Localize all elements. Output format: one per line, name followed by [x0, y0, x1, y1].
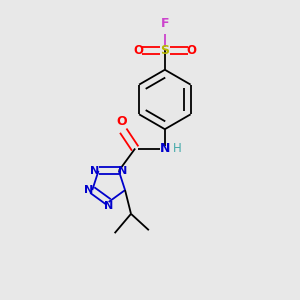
- Text: O: O: [116, 115, 127, 128]
- Text: N: N: [118, 166, 127, 176]
- Text: S: S: [160, 44, 169, 57]
- Text: N: N: [84, 185, 93, 195]
- Text: O: O: [187, 44, 196, 57]
- Text: H: H: [173, 142, 182, 155]
- Text: F: F: [160, 16, 169, 30]
- Text: N: N: [160, 142, 170, 155]
- Text: N: N: [90, 166, 100, 176]
- Text: O: O: [133, 44, 143, 57]
- Text: N: N: [104, 201, 113, 211]
